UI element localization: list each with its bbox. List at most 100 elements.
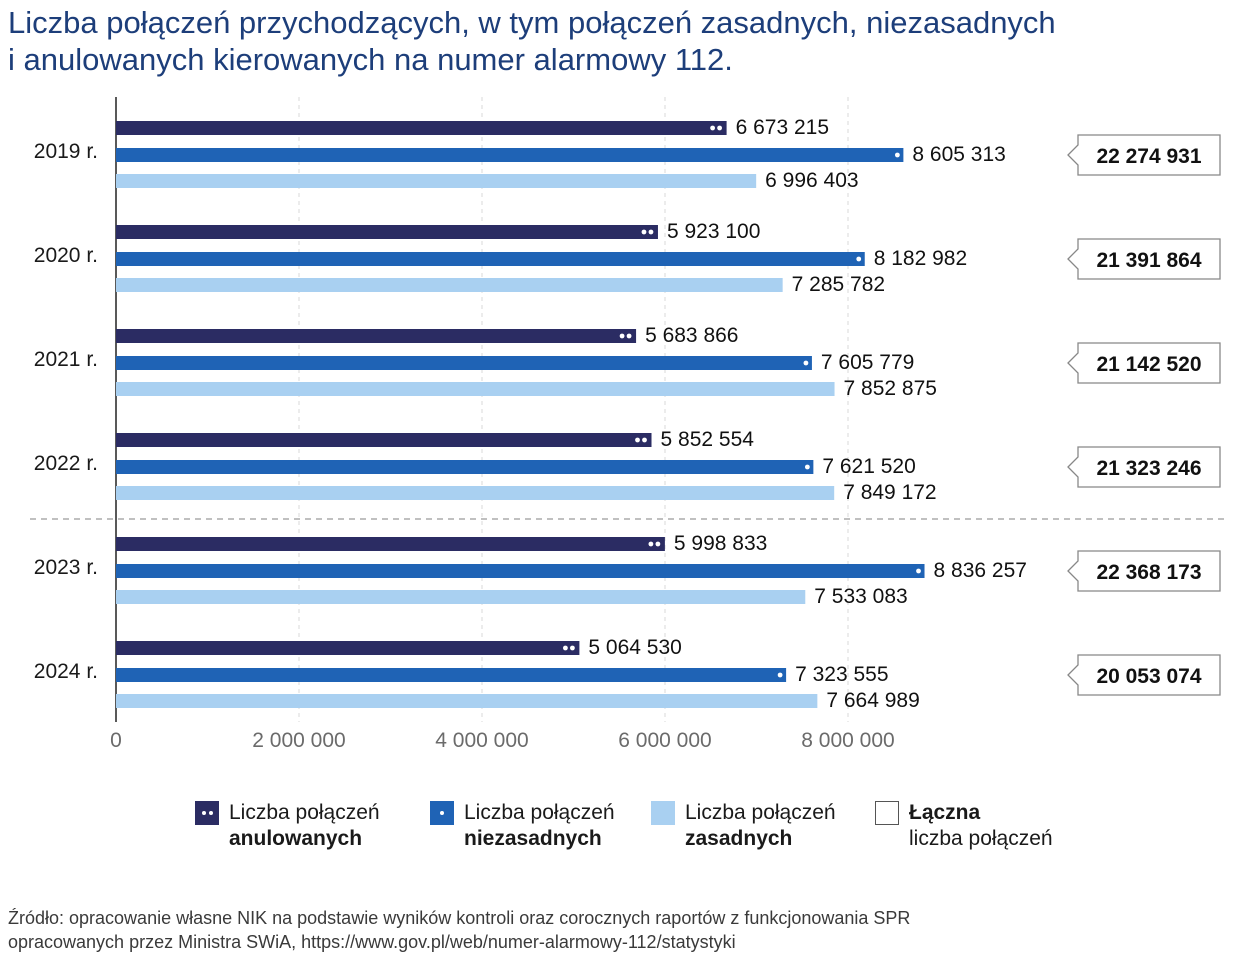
data-label-zasadne-2: 7 852 875	[844, 377, 937, 400]
data-label-niezasadne-3: 7 621 520	[822, 455, 915, 478]
bar-niezasadne-1	[116, 252, 865, 266]
x-tick-label-4: 8 000 000	[801, 729, 894, 752]
bar-anulowane-4	[116, 537, 665, 551]
category-label-3: 2022 r.	[34, 452, 98, 475]
legend-swatch-niezasadne	[430, 801, 454, 825]
legend-item-niezasadne: Liczba połączeń niezasadnych	[430, 800, 615, 852]
bar-zasadne-5	[116, 694, 818, 708]
bar-niezasadne-0	[116, 148, 904, 162]
data-label-niezasadne-5: 7 323 555	[795, 663, 888, 686]
legend-label-laczna-line2: liczba połączeń	[909, 827, 1053, 850]
data-label-anulowane-4: 5 998 833	[674, 532, 767, 555]
x-tick-label-0: 0	[110, 729, 122, 752]
bar-zasadne-0	[116, 174, 757, 188]
bar-marker-anulowane-3-a	[635, 437, 640, 443]
bar-marker-anulowane-1-b	[648, 229, 654, 235]
bar-niezasadne-3	[116, 460, 814, 474]
x-tick-label-3: 6 000 000	[618, 729, 711, 752]
legend-label-niezasadne-line2: niezasadnych	[464, 827, 602, 850]
bar-zasadne-3	[116, 486, 835, 500]
bar-zasadne-1	[116, 278, 783, 292]
bar-niezasadne-5	[116, 668, 787, 682]
data-label-zasadne-5: 7 664 989	[826, 689, 919, 712]
total-callout-2	[1067, 342, 1221, 384]
data-label-zasadne-3: 7 849 172	[843, 481, 936, 504]
legend-label-anulowane-line2: anulowanych	[229, 827, 363, 850]
bar-marker-niezasadne-1	[856, 256, 862, 262]
total-label-5: 20 053 074	[1096, 665, 1201, 688]
bar-marker-anulowane-0-b	[717, 125, 722, 131]
bar-niezasadne-4	[116, 564, 925, 578]
bar-marker-anulowane-5-a	[563, 645, 568, 651]
total-callout-5	[1067, 654, 1221, 696]
bar-anulowane-3	[116, 433, 652, 447]
legend-item-zasadne: Liczba połączeń zasadnych	[651, 800, 836, 852]
data-label-anulowane-5: 5 064 530	[588, 636, 681, 659]
data-label-niezasadne-1: 8 182 982	[874, 247, 967, 270]
bar-marker-niezasadne-0	[894, 152, 900, 158]
bar-marker-anulowane-4-b	[655, 541, 661, 547]
category-label-4: 2023 r.	[34, 556, 98, 579]
legend-swatch-anulowane	[195, 801, 219, 825]
bar-marker-anulowane-3-b	[642, 437, 647, 443]
bar-anulowane-5	[116, 641, 580, 655]
total-label-2: 21 142 520	[1096, 353, 1201, 376]
bar-marker-anulowane-4-a	[648, 541, 654, 547]
bar-anulowane-2	[116, 329, 637, 343]
total-callout-0	[1067, 134, 1221, 176]
category-label-5: 2024 r.	[34, 660, 98, 683]
source-line-2: opracowanych przez Ministra SWiA, https:…	[8, 932, 736, 952]
total-label-0: 22 274 931	[1096, 145, 1201, 168]
total-label-1: 21 391 864	[1096, 249, 1201, 272]
x-tick-label-1: 2 000 000	[252, 729, 345, 752]
bar-marker-anulowane-0-a	[710, 125, 715, 131]
bar-marker-niezasadne-2	[803, 360, 809, 366]
bar-anulowane-0	[116, 121, 727, 135]
bar-anulowane-1	[116, 225, 658, 239]
bar-marker-anulowane-2-b	[626, 333, 632, 339]
data-label-zasadne-4: 7 533 083	[814, 585, 907, 608]
chart-title-line-1: Liczba połączeń przychodzących, w tym po…	[8, 5, 1056, 40]
data-label-niezasadne-4: 8 836 257	[934, 559, 1027, 582]
data-label-niezasadne-0: 8 605 313	[912, 143, 1005, 166]
chart-title-line-2: i anulowanych kierowanych na numer alarm…	[8, 42, 733, 77]
bar-niezasadne-2	[116, 356, 812, 370]
bar-marker-niezasadne-5	[777, 672, 783, 678]
category-label-2: 2021 r.	[34, 348, 98, 371]
x-tick-label-2: 4 000 000	[435, 729, 528, 752]
data-label-anulowane-3: 5 852 554	[661, 428, 755, 451]
total-label-3: 21 323 246	[1096, 457, 1201, 480]
total-callout-3	[1067, 446, 1221, 488]
bar-marker-anulowane-5-b	[570, 645, 575, 651]
legend-swatch-zasadne	[651, 801, 675, 825]
bar-marker-niezasadne-3	[804, 464, 810, 470]
bar-marker-niezasadne-4	[916, 568, 921, 574]
legend-label-zasadne-line2: zasadnych	[685, 827, 793, 850]
category-label-0: 2019 r.	[34, 140, 98, 163]
legend-label-zasadne-line1: Liczba połączeń	[685, 801, 836, 824]
legend-swatch-laczna	[875, 801, 899, 825]
bar-zasadne-4	[116, 590, 806, 604]
legend-label-laczna-line1: Łączna	[909, 801, 981, 824]
data-label-anulowane-2: 5 683 866	[645, 324, 738, 347]
total-callout-1	[1067, 238, 1221, 280]
legend-item-laczna: Łączna liczba połączeń	[875, 800, 1053, 852]
data-label-anulowane-1: 5 923 100	[667, 220, 760, 243]
total-label-4: 22 368 173	[1096, 561, 1201, 584]
bar-marker-anulowane-1-a	[641, 229, 647, 235]
data-label-anulowane-0: 6 673 215	[736, 116, 829, 139]
data-label-niezasadne-2: 7 605 779	[821, 351, 914, 374]
source-note: Źródło: opracowanie własne NIK na podsta…	[8, 906, 1248, 954]
bar-zasadne-2	[116, 382, 835, 396]
legend-item-anulowane: Liczba połączeń anulowanych	[195, 800, 380, 852]
legend-label-niezasadne-line1: Liczba połączeń	[464, 801, 615, 824]
bar-marker-anulowane-2-a	[619, 333, 625, 339]
data-label-zasadne-1: 7 285 782	[792, 273, 885, 296]
category-label-1: 2020 r.	[34, 244, 98, 267]
legend-label-anulowane-line1: Liczba połączeń	[229, 801, 380, 824]
source-line-1: Źródło: opracowanie własne NIK na podsta…	[8, 908, 911, 928]
total-callout-4	[1067, 550, 1221, 592]
data-label-zasadne-0: 6 996 403	[765, 169, 858, 192]
bar-chart: 0 2 000 000 4 000 000 6 000 000 8 000 000 201…	[30, 97, 1225, 752]
chart-legend: Liczba połączeń anulowanych Liczba połąc…	[0, 800, 1260, 860]
